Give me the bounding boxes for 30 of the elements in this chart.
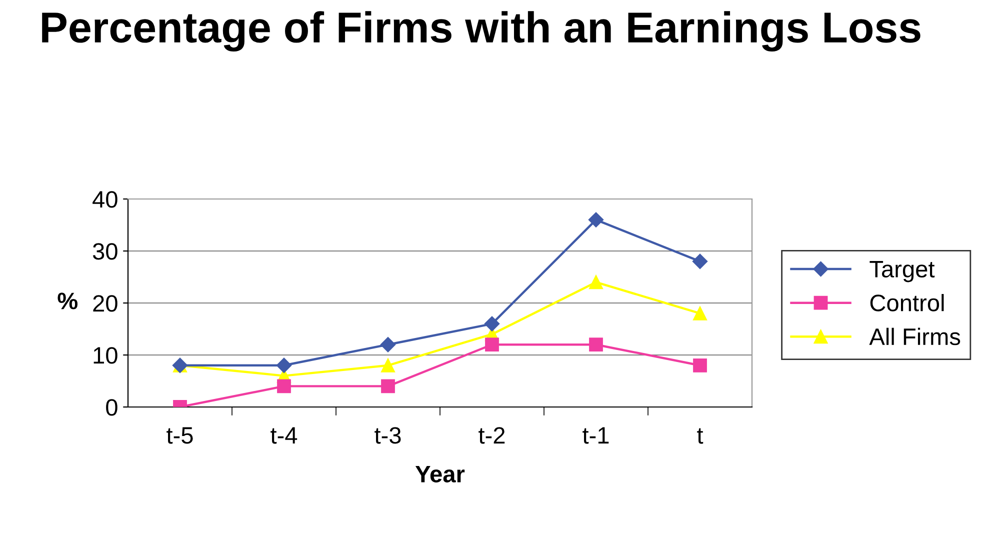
point <box>277 379 291 394</box>
point <box>380 337 396 352</box>
point <box>693 306 707 320</box>
x-tick-label: t-2 <box>478 427 505 444</box>
legend-label: All Firms <box>869 328 960 346</box>
y-tick-label: 20 <box>93 295 118 312</box>
point <box>276 358 292 373</box>
x-axis-title: Year <box>415 466 465 482</box>
chart-title: Percentage of Firms with an Earnings Loss <box>42 11 920 52</box>
y-tick-label: 40 <box>92 191 118 208</box>
x-tick-label: t <box>697 428 704 444</box>
legend-label: Control <box>870 294 944 312</box>
x-tick-label: t-5 <box>166 427 193 444</box>
point <box>693 358 707 372</box>
y-tick-label: 30 <box>92 243 118 260</box>
point <box>589 338 603 352</box>
y-axis-title: % <box>58 292 78 310</box>
point <box>484 316 500 332</box>
point <box>692 254 708 269</box>
y-tick-label: 10 <box>94 347 118 364</box>
point <box>588 212 604 228</box>
y-tick-label: 0 <box>106 399 118 416</box>
x-tick-label: t-1 <box>582 427 609 444</box>
point <box>381 358 395 372</box>
point <box>589 275 603 290</box>
legend-label: Target <box>870 261 935 282</box>
point <box>381 379 395 394</box>
x-tick-label: t-3 <box>374 427 401 444</box>
x-tick-label: t-4 <box>270 427 298 444</box>
point <box>485 338 499 352</box>
